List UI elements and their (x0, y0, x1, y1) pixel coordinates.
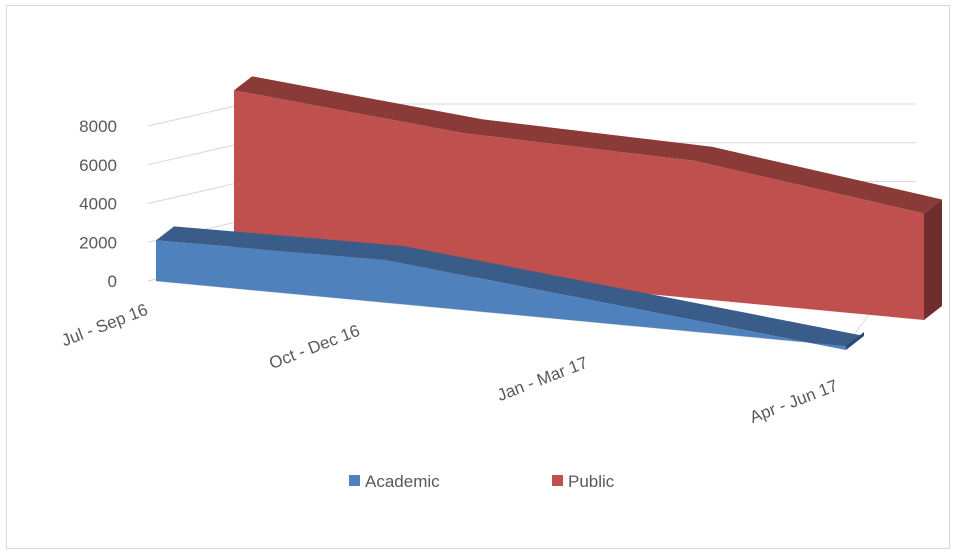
chart-frame: 0 2000 4000 6000 8000 Jul - Sep 16 Oct - Dec 1… (6, 5, 950, 549)
ribbon-top (234, 76, 942, 214)
series-academic (156, 226, 864, 350)
x-tick-label: Oct - Dec 16 (267, 321, 363, 373)
legend-swatch (349, 475, 360, 486)
ribbon-end (924, 199, 942, 320)
x-tick-label: Jul - Sep 16 (59, 300, 151, 350)
y-axis-ticks: 0 2000 4000 6000 8000 (79, 117, 117, 291)
legend-label: Public (568, 472, 615, 491)
legend: Academic Public (349, 472, 615, 491)
ribbon-end (846, 332, 864, 350)
y-tick-label: 8000 (79, 117, 117, 136)
y-tick-label: 2000 (79, 233, 117, 252)
legend-label: Academic (365, 472, 440, 491)
ribbon-top (156, 226, 864, 350)
ribbon-face (156, 240, 846, 350)
x-tick-label: Apr - Jun 17 (747, 376, 840, 427)
y-tick-label: 6000 (79, 156, 117, 175)
legend-swatch (552, 475, 563, 486)
area-chart-3d: 0 2000 4000 6000 8000 Jul - Sep 16 Oct - Dec 1… (59, 76, 942, 491)
y-tick-label: 0 (108, 272, 117, 291)
x-tick-label: Jan - Mar 17 (495, 353, 591, 405)
y-tick-label: 4000 (79, 195, 117, 214)
